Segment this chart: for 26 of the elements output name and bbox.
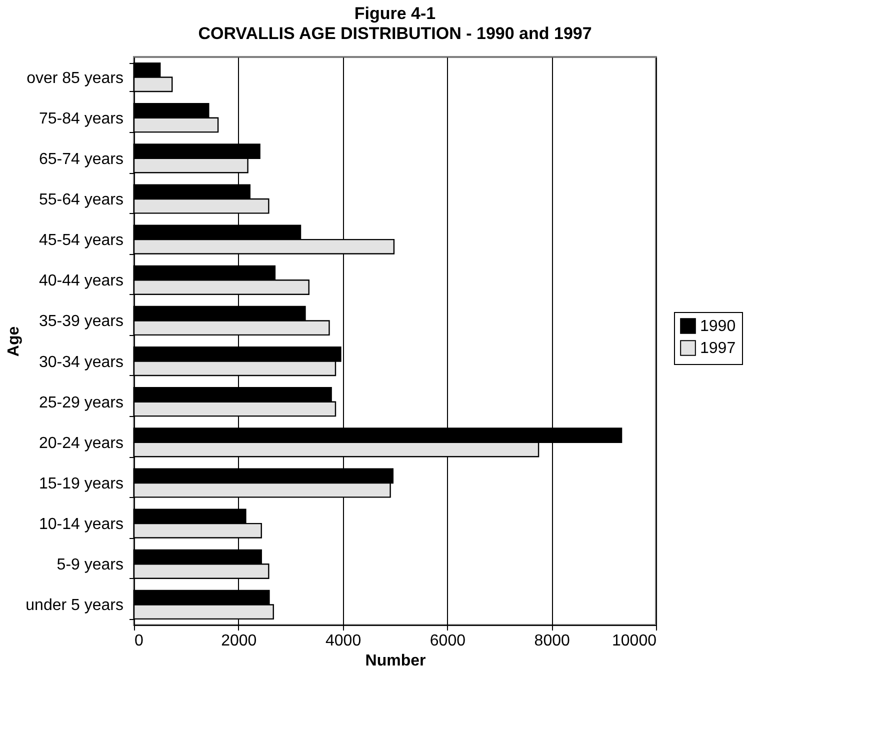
- chart-title: Figure 4-1: [354, 4, 436, 23]
- y-tick-label: 20-24 years: [39, 434, 124, 452]
- y-tick-label: 30-34 years: [39, 354, 124, 371]
- y-tick-label: 35-39 years: [39, 313, 124, 330]
- y-tick-label: 45-54 years: [39, 232, 124, 250]
- chart-subtitle: CORVALLIS AGE DISTRIBUTION - 1990 and 1997: [198, 24, 592, 43]
- x-tick-label: 4000: [326, 632, 362, 650]
- x-tick-label: 10000: [612, 632, 657, 650]
- y-tick-label: under 5 years: [26, 597, 124, 614]
- x-tick-label: 2000: [221, 632, 257, 650]
- legend-label: 1990: [700, 318, 736, 335]
- x-axis-title: Number: [365, 652, 426, 670]
- x-tick-label: 6000: [430, 632, 466, 650]
- y-tick-label: 55-64 years: [39, 192, 124, 208]
- x-tick-label: 0: [134, 632, 144, 650]
- y-tick-label: 10-14 years: [39, 516, 124, 534]
- y-tick-label: 5-9 years: [56, 556, 124, 574]
- y-tick-label: 25-29 years: [39, 394, 124, 412]
- y-tick-label: 40-44 years: [39, 272, 124, 290]
- y-tick-label: 15-19 years: [39, 476, 124, 492]
- y-tick-label: 75-84 years: [39, 110, 124, 128]
- legend-label: 1997: [700, 340, 736, 357]
- x-tick-label: 8000: [534, 632, 570, 650]
- y-tick-label: over 85 years: [26, 70, 124, 87]
- y-axis-title: Age: [6, 326, 23, 357]
- y-tick-label: 65-74 years: [39, 150, 124, 168]
